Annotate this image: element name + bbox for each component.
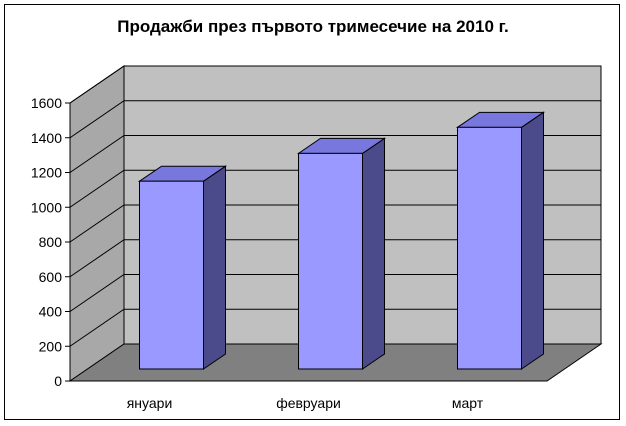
bar bbox=[296, 137, 387, 370]
y-tick-label: 600 bbox=[39, 269, 63, 285]
x-category-label: февруари bbox=[276, 395, 341, 411]
bar-side bbox=[362, 137, 385, 370]
gridline bbox=[69, 135, 601, 173]
y-tick-label: 0 bbox=[54, 373, 62, 389]
gridline bbox=[69, 169, 601, 208]
gridline bbox=[69, 65, 601, 104]
bar-side bbox=[521, 111, 544, 370]
bar bbox=[137, 165, 228, 370]
chart-title: Продажби през първото тримесечие на 2010… bbox=[117, 17, 509, 36]
gridline bbox=[69, 239, 601, 278]
gridline bbox=[69, 100, 601, 139]
y-tick-label: 800 bbox=[39, 234, 63, 250]
bar bbox=[455, 111, 546, 370]
bar-front bbox=[457, 126, 522, 370]
bar-side bbox=[203, 165, 226, 370]
y-tick-label: 1200 bbox=[31, 165, 62, 181]
gridline bbox=[69, 308, 601, 347]
y-tick-label: 200 bbox=[39, 338, 63, 354]
bar-front bbox=[298, 152, 363, 370]
x-category-label: март bbox=[452, 395, 484, 411]
gridline bbox=[69, 204, 601, 243]
y-tick-label: 1400 bbox=[31, 130, 62, 146]
y-tick-label: 1000 bbox=[31, 199, 62, 215]
bar-front bbox=[139, 180, 204, 370]
y-tick-label: 1600 bbox=[31, 95, 62, 111]
y-tick-label: 400 bbox=[39, 304, 63, 320]
x-category-label: януари bbox=[127, 395, 173, 411]
gridline bbox=[69, 274, 601, 312]
